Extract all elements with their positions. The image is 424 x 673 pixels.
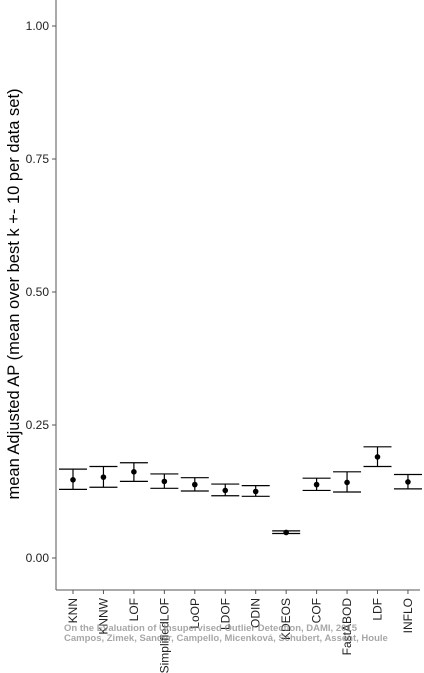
error-bar-group bbox=[272, 529, 301, 536]
x-tick-label: KNNW bbox=[96, 597, 110, 634]
error-bars bbox=[59, 446, 422, 536]
x-tick-label: FastABOD bbox=[340, 598, 354, 656]
x-tick-label: LDF bbox=[371, 598, 385, 621]
mean-point bbox=[131, 469, 137, 475]
mean-point bbox=[405, 479, 411, 485]
mean-point bbox=[374, 454, 381, 460]
error-bar-group bbox=[211, 483, 240, 497]
error-bar-group bbox=[150, 473, 179, 489]
mean-point bbox=[100, 474, 107, 480]
x-ticks: KNN KNNW LOF SimplifiedLOF LoOP LDOF ODIN KDEOS… bbox=[66, 590, 415, 673]
y-tick-label: 1.00 bbox=[26, 19, 50, 33]
mean-point bbox=[344, 479, 350, 486]
y-tick-label: 0.00 bbox=[26, 551, 50, 565]
x-tick-label: KDEOS bbox=[279, 598, 293, 640]
mean-point bbox=[192, 481, 198, 488]
mean-point bbox=[313, 481, 320, 488]
mean-point bbox=[222, 487, 229, 494]
x-tick-label: INFLO bbox=[401, 598, 415, 633]
watermark-line-2: Campos, Zimek, Sander, Campello, Micenko… bbox=[64, 633, 388, 644]
error-bar-group bbox=[302, 477, 331, 492]
error-bar-group bbox=[363, 446, 392, 468]
error-bar-group bbox=[180, 477, 209, 492]
x-tick-label: ODIN bbox=[249, 598, 263, 628]
error-bar-group bbox=[393, 473, 422, 490]
mean-point bbox=[252, 488, 259, 495]
error-bar-group bbox=[59, 468, 87, 490]
mean-point bbox=[283, 529, 289, 536]
y-axis-label: mean Adjusted AP (mean over best k +- 10… bbox=[5, 88, 23, 499]
x-tick-label: COF bbox=[310, 598, 324, 623]
y-tick-label: 0.50 bbox=[26, 285, 50, 299]
y-ticks: 0.00 0.25 0.50 0.75 1.00 bbox=[26, 19, 56, 565]
mean-point bbox=[161, 478, 168, 485]
error-bar-group bbox=[119, 462, 148, 482]
axes bbox=[55, 0, 420, 591]
y-tick-label: 0.25 bbox=[26, 418, 50, 432]
x-tick-label: LDOF bbox=[218, 598, 232, 630]
x-tick-label: KNN bbox=[66, 598, 80, 623]
error-bar-group bbox=[333, 471, 362, 493]
error-bar-group bbox=[89, 465, 118, 488]
error-bar-group bbox=[241, 485, 270, 497]
x-tick-label: SimplifiedLOF bbox=[157, 598, 171, 673]
x-tick-label: LOF bbox=[127, 598, 141, 621]
y-tick-label: 0.75 bbox=[26, 152, 50, 166]
watermark-line-1: On the Evaluation of Unsupervised Outlie… bbox=[64, 623, 358, 634]
x-tick-label: LoOP bbox=[188, 598, 202, 629]
mean-point bbox=[70, 476, 76, 483]
